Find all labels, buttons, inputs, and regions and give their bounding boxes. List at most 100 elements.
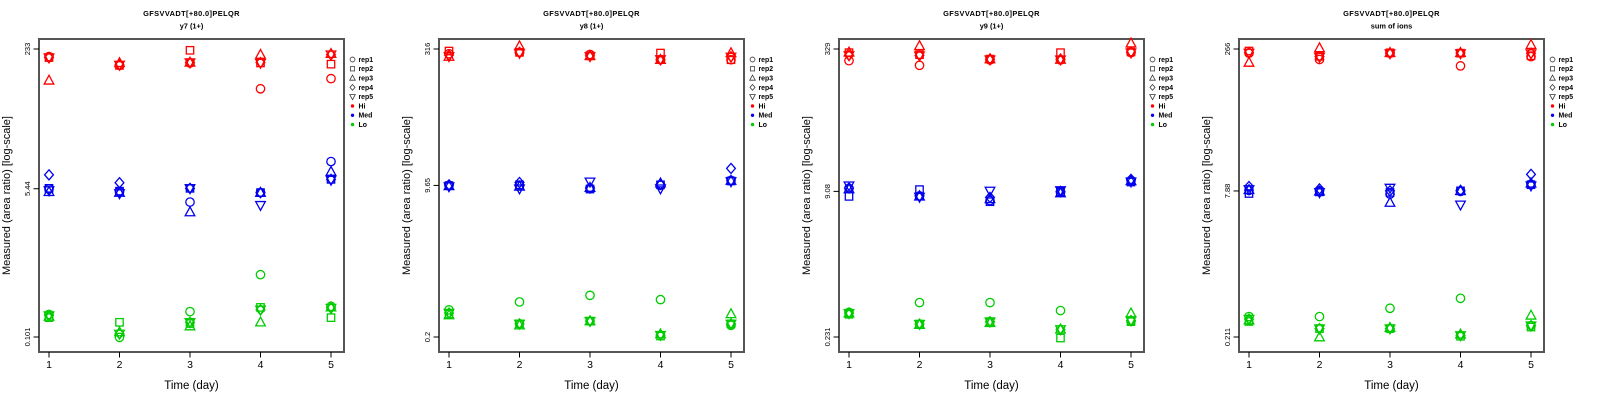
x-tick-label: 2 (1317, 359, 1323, 371)
chart-title: GFSVVADT[+80.0]PELQR (943, 9, 1040, 18)
y-tick-label: 316 (423, 43, 432, 56)
x-tick-label: 4 (258, 359, 264, 371)
data-point (1384, 196, 1396, 207)
data-point (725, 177, 737, 188)
legend-dot-icon (350, 122, 355, 127)
data-point (984, 55, 996, 67)
plot-frame (1238, 38, 1545, 353)
y-tick-label: 0.231 (823, 328, 832, 347)
data-point (444, 46, 454, 56)
legend-square-icon (1149, 66, 1156, 72)
data-point (985, 297, 995, 308)
legend-square-icon (349, 66, 356, 72)
data-point (443, 182, 455, 194)
legend-triangle-up-icon (1549, 74, 1556, 81)
legend: rep1 rep2 rep3 rep4 rep5 Hi Med Lo (349, 56, 374, 129)
x-tick-label: 1 (446, 359, 452, 371)
data-point (1054, 325, 1067, 336)
legend-triangle-down-icon (349, 94, 356, 101)
data-point (1054, 186, 1067, 197)
legend-dot-icon (1550, 104, 1555, 108)
legend-label: rep1 (1159, 57, 1174, 64)
data-point (1384, 324, 1396, 336)
legend-circle-icon (749, 56, 756, 63)
legend-label: rep5 (1559, 94, 1574, 101)
legend-triangle-down-icon (1149, 94, 1156, 101)
legend-circle-icon (1549, 56, 1556, 63)
x-axis-label: Time (day) (1364, 380, 1419, 392)
data-point (1125, 48, 1137, 60)
legend-label: rep3 (359, 76, 374, 83)
data-point (913, 39, 926, 51)
data-point (513, 319, 526, 331)
chart-y9-1: GFSVVADT[+80.0]PELQR y9 (1+) 329 9.08 0.231 1… (801, 9, 1174, 392)
data-point (1125, 177, 1137, 189)
data-point (1384, 183, 1396, 195)
data-point (1054, 322, 1067, 334)
data-point (255, 186, 266, 199)
data-point (1385, 303, 1395, 314)
data-point (843, 309, 855, 320)
legend-label: rep5 (1159, 94, 1174, 101)
data-point (326, 313, 336, 322)
data-point (254, 186, 267, 197)
legend-entry-rep3: rep3 (749, 74, 773, 83)
data-point (984, 186, 996, 198)
legend-label: rep2 (1159, 66, 1174, 73)
data-point (1525, 168, 1537, 181)
data-point (514, 176, 525, 189)
data-point (184, 184, 196, 195)
legend-entry-hi: Hi (1550, 103, 1566, 110)
data-point (1125, 316, 1137, 328)
data-point (114, 176, 125, 189)
x-tick-label: 3 (187, 359, 193, 371)
legend-entry-rep5: rep5 (1549, 94, 1574, 101)
y-axis-label: Measured (area ratio) [log-scale] (1, 116, 13, 275)
legend-label: Hi (1559, 103, 1566, 110)
data-point (584, 182, 596, 195)
data-point (326, 73, 336, 84)
panel-y7-1: GFSVVADT[+80.0]PELQR y7 (1+) 233 5.44 0.101 1… (0, 0, 400, 400)
legend-label: Lo (1559, 122, 1567, 129)
legend-label: Lo (359, 122, 367, 129)
data-point (514, 297, 525, 307)
legend-entry-hi: Hi (350, 103, 366, 110)
legend-triangle-up-icon (349, 74, 356, 81)
chart-subtitle: sum of ions (1371, 22, 1412, 31)
data-point (1054, 55, 1067, 67)
chart-sum-of-ions: GFSVVADT[+80.0]PELQR sum of ions 266 7.88 0.… (1201, 9, 1574, 392)
legend-label: rep2 (1559, 66, 1574, 73)
data-point (254, 315, 267, 327)
legend-label: Hi (359, 103, 366, 110)
plot-frame (438, 38, 745, 353)
x-tick-label: 2 (117, 359, 123, 371)
legend-label: rep4 (359, 85, 374, 92)
legend-entry-rep5: rep5 (1149, 94, 1174, 101)
data-point (984, 52, 996, 64)
y-axis-label: Measured (area ratio) [log-scale] (801, 116, 813, 275)
chart-subtitle: y8 (1+) (580, 22, 604, 31)
data-point (584, 52, 596, 63)
data-point (513, 184, 526, 196)
data-point (1455, 184, 1466, 197)
legend-label: rep5 (359, 94, 374, 101)
chart-y7-1: GFSVVADT[+80.0]PELQR y7 (1+) 233 5.44 0.101 1… (1, 9, 374, 392)
data-point (1243, 180, 1255, 193)
data-point (325, 50, 337, 62)
legend-label: rep2 (759, 66, 774, 73)
data-point (843, 51, 855, 62)
legend-entry-rep2: rep2 (1549, 66, 1574, 73)
legend-diamond-icon (1549, 83, 1556, 91)
x-axis-label: Time (day) (964, 380, 1019, 392)
legend-label: rep4 (1559, 85, 1574, 92)
legend-entry-rep5: rep5 (349, 94, 374, 101)
panel-y8-1: GFSVVADT[+80.0]PELQR y8 (1+) 316 9.65 0.2 1 2 3… (400, 0, 800, 400)
plot-frame (38, 38, 345, 353)
legend-entry-rep4: rep4 (1549, 83, 1574, 92)
legend-label: Med (359, 113, 373, 120)
data-point (513, 48, 526, 60)
legend-label: rep1 (359, 57, 374, 64)
legend-entry-lo: Lo (1550, 122, 1567, 129)
x-axis-label: Time (day) (164, 380, 219, 392)
